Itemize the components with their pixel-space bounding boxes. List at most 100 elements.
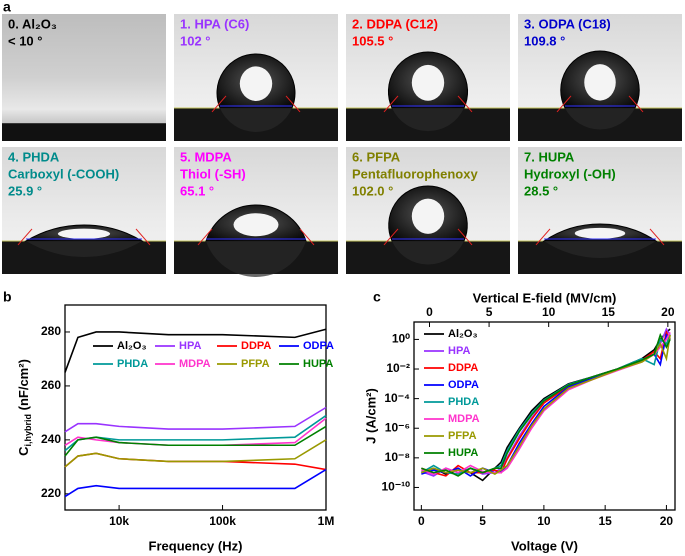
droplet-highlight [57, 228, 111, 239]
y-tick-label: 10⁻⁸ [385, 450, 410, 464]
y-axis-title-part: (nF/cm²) [16, 359, 31, 414]
tangent [383, 228, 399, 246]
photo-caption: 102.0 ° [352, 183, 393, 198]
y-tick-label: 10⁰ [392, 332, 410, 346]
droplet-highlight [239, 66, 273, 101]
droplet-reflection [220, 107, 292, 132]
droplet-reflection [392, 240, 464, 265]
photo-caption: Pentafluorophenoxy [352, 166, 478, 181]
photo-caption: Thiol (-SH) [180, 166, 246, 181]
x-axis-title: Voltage (V) [511, 538, 578, 553]
panel-label: c [373, 289, 381, 305]
tangent [556, 95, 572, 113]
photo-caption: 6. PFPA [352, 149, 401, 164]
legend-label: DDPA [448, 362, 478, 374]
y-tick-label: 220 [41, 486, 61, 500]
droplet-highlight [584, 64, 616, 101]
x-tick-label: 100k [209, 514, 236, 528]
photo: 2. DDPA (C12) 105.5 ° [346, 14, 510, 141]
photo-caption: 105.5 ° [352, 33, 393, 48]
x2-tick-label: 10 [542, 305, 556, 319]
y-tick-label: 10⁻¹⁰ [382, 480, 411, 494]
panel-label: a [3, 0, 11, 15]
legend-label: HUPA [303, 358, 333, 370]
photo-caption: Hydroxyl (-OH) [524, 166, 616, 181]
tangent [211, 95, 227, 113]
x2-tick-label: 0 [426, 305, 433, 319]
tangent [457, 228, 473, 246]
legend-label: ODPA [303, 340, 334, 352]
x2-axis-title: Vertical E-field (MV/cm) [473, 290, 617, 305]
photo: 4. PHDA Carboxyl (-COOH) 25.9 ° [2, 147, 166, 274]
tangent [383, 95, 399, 113]
y-tick-label: 10⁻⁶ [385, 420, 410, 434]
y-tick-label: 240 [41, 432, 61, 446]
tangent [135, 228, 151, 246]
plot-frame [413, 321, 676, 511]
series-line [421, 332, 671, 477]
photo-caption: 0. Al₂O₃ [8, 16, 57, 31]
photo: 5. MDPA Thiol (-SH) 65.1 ° [174, 147, 338, 277]
legend-label: PFPA [448, 430, 477, 442]
legend-label: HUPA [448, 447, 478, 459]
legend-label: ODPA [448, 379, 479, 391]
photo-caption: 28.5 ° [524, 183, 558, 198]
x-tick-label: 10 [537, 514, 551, 528]
x2-tick-label: 20 [661, 305, 675, 319]
y-tick-label: 280 [41, 324, 61, 338]
photo-caption: 7. HUPA [524, 149, 575, 164]
series-line [64, 417, 327, 447]
legend-label: MDPA [448, 413, 480, 425]
tangent [285, 95, 301, 113]
series-line [64, 328, 327, 373]
photo: 6. PFPA Pentafluorophenoxy 102.0 ° [346, 147, 510, 274]
photo-caption: 1. HPA (C6) [180, 16, 249, 31]
tangent [197, 228, 213, 246]
tangent [649, 228, 665, 246]
photo-caption: 65.1 ° [180, 183, 214, 198]
droplet-highlight [411, 64, 445, 101]
photo-caption: < 10 ° [8, 33, 42, 48]
photo-caption: 2. DDPA (C12) [352, 16, 438, 31]
chart: 10k 100k 1M 220 240 260 280 Frequency (Hz) Ci,hy… [16, 304, 334, 553]
tangent [535, 228, 551, 246]
photo: 0. Al₂O₃ < 10 ° [2, 14, 166, 141]
photo: 1. HPA (C6) 102 ° [174, 14, 338, 141]
legend-label: PHDA [117, 358, 148, 370]
photo-background [2, 14, 166, 141]
y-axis-title: J (A/cm²) [363, 388, 378, 444]
plot-frame [64, 304, 327, 511]
tangent [299, 228, 315, 246]
x2-tick-label: 5 [486, 305, 493, 319]
legend-label: Al₂O₃ [448, 328, 478, 340]
y-axis-title-sub: i,hybrid [23, 414, 33, 447]
x-axis-title: Frequency (Hz) [149, 538, 243, 553]
legend-label: HPA [179, 340, 201, 352]
tangent [17, 228, 33, 246]
chart: 0 5 10 15 20 10⁻¹⁰ 10⁻⁸ 10⁻⁶ 10⁻⁴ 10⁻² 10⁰ 0 5 10 15 20… [363, 290, 676, 553]
droplet-highlight [233, 213, 279, 237]
series-line [421, 330, 671, 477]
series-line [64, 439, 327, 468]
x-tick-label: 15 [598, 514, 612, 528]
photo-caption: 109.8 ° [524, 33, 565, 48]
substrate [2, 123, 166, 141]
legend-label: MDPA [179, 358, 211, 370]
x-tick-label: 5 [479, 514, 486, 528]
droplet-highlight [574, 227, 626, 239]
y-tick-label: 260 [41, 378, 61, 392]
legend-label: PFPA [241, 358, 270, 370]
droplet-reflection [206, 240, 306, 277]
photo-caption: Carboxyl (-COOH) [8, 166, 119, 181]
photo-caption: 4. PHDA [8, 149, 60, 164]
x-tick-label: 20 [660, 514, 674, 528]
droplet-reflection [565, 107, 635, 130]
x2-tick-label: 15 [602, 305, 616, 319]
droplet-reflection [544, 240, 656, 258]
legend-label: PHDA [448, 396, 479, 408]
x-tick-label: 0 [418, 514, 425, 528]
panel-label: b [3, 289, 12, 305]
y-axis-title: Ci,hybrid (nF/cm²) [16, 359, 33, 456]
photo-caption: 3. ODPA (C18) [524, 16, 611, 31]
